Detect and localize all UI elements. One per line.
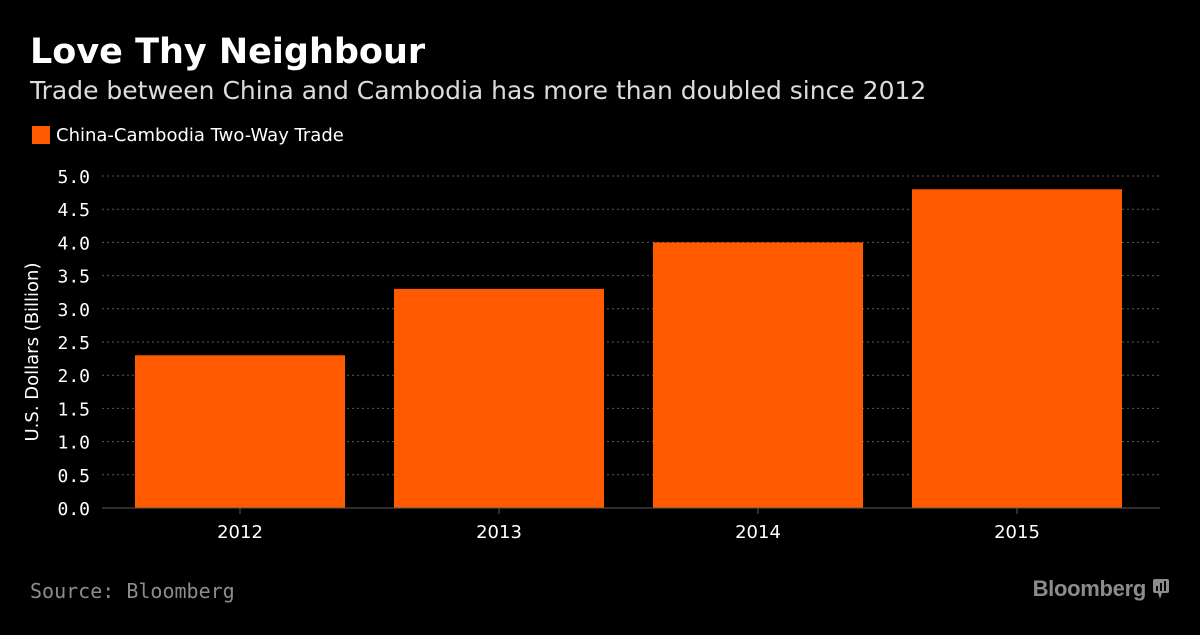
y-tick-label: 0.5	[57, 466, 90, 487]
x-tick-label: 2013	[476, 522, 522, 543]
brand-logo: Bloomberg	[1033, 576, 1170, 602]
y-tick-label: 3.5	[57, 267, 90, 288]
y-tick-label: 4.0	[57, 233, 90, 254]
source-note: Source: Bloomberg	[30, 579, 235, 603]
y-tick-label: 4.5	[57, 200, 90, 221]
y-tick-label: 0.0	[57, 499, 90, 520]
bar-2013	[394, 288, 604, 508]
x-tick-label: 2012	[217, 522, 263, 543]
y-tick-label: 2.5	[57, 333, 90, 354]
legend-swatch	[32, 126, 50, 144]
legend: China-Cambodia Two-Way Trade	[32, 124, 344, 146]
y-tick-label: 1.0	[57, 433, 90, 454]
y-tick-labels: 0.0 0.5 1.0 1.5 2.0 2.5 3.0 3.5 4.0 4.5 5.0	[57, 167, 90, 520]
bar-2015	[912, 189, 1122, 508]
chart-title: Love Thy Neighbour	[30, 32, 426, 72]
y-tick-label: 2.0	[57, 366, 90, 387]
y-tick-label: 3.0	[57, 300, 90, 321]
bar-2012	[135, 355, 345, 508]
bars	[135, 189, 1122, 508]
legend-label: China-Cambodia Two-Way Trade	[56, 124, 344, 146]
bloomberg-terminal-icon	[1153, 579, 1169, 599]
brand-name: Bloomberg	[1032, 576, 1147, 601]
y-tick-label: 1.5	[57, 399, 90, 420]
x-tick-labels: 2012 2013 2014 2015	[217, 508, 1040, 543]
y-axis-label: U.S. Dollars (Billion)	[22, 263, 43, 442]
bar-2014	[653, 242, 863, 508]
x-tick-label: 2015	[994, 522, 1040, 543]
chart-subtitle: Trade between China and Cambodia has mor…	[30, 76, 927, 105]
y-tick-label: 5.0	[57, 167, 90, 188]
x-tick-label: 2014	[735, 522, 781, 543]
